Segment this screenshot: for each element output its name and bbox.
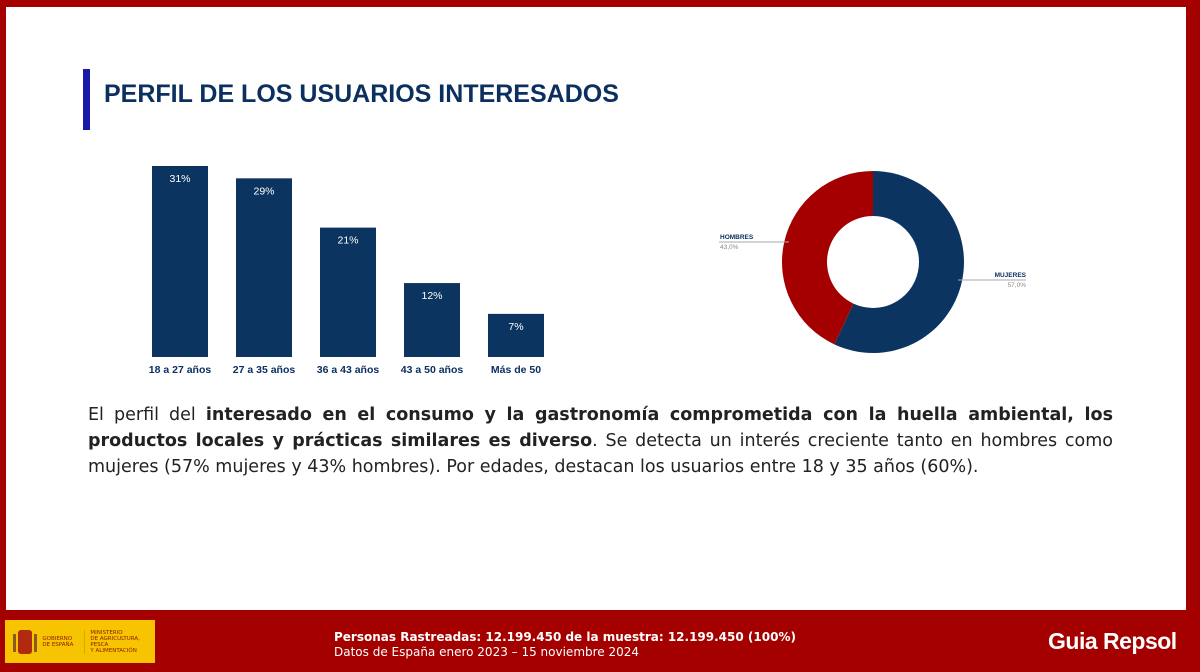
bar-data-label: 31%: [169, 173, 190, 185]
donut-slice: [782, 171, 873, 345]
x-tick-label: 27 a 35 años: [233, 364, 296, 376]
bar-data-label: 7%: [508, 321, 523, 333]
bold-text: interesado en el consumo y la gastronomí…: [88, 405, 1113, 451]
slice-value-label: 57,0%: [1008, 282, 1027, 289]
charts: 31% 18 a 27 años 29% 27 a 35 años 21% 36 a 43…: [149, 166, 1027, 376]
bar-data-label: 21%: [337, 235, 358, 247]
government-logo: GOBIERNO DE ESPAÑA MINISTERIO DE AGRICULTU…: [5, 620, 155, 663]
x-tick-label: 43 a 50 años: [401, 364, 464, 376]
footer-info: Personas Rastreadas: 12.199.450 de la mu…: [334, 630, 796, 660]
x-tick-label: 18 a 27 años: [149, 364, 212, 376]
page-title: PERFIL DE LOS USUARIOS INTERESADOS: [104, 80, 619, 108]
slice-name-label: MUJERES: [995, 272, 1027, 279]
bar: [320, 227, 376, 357]
bar: [404, 283, 460, 357]
description-paragraph: El perfil del interesado en el consumo y…: [88, 402, 1113, 480]
coat-of-arms-icon: [13, 629, 37, 654]
slice-name-label: HOMBRES: [720, 234, 754, 241]
bar-data-label: 29%: [253, 185, 274, 197]
date-range: Datos de España enero 2023 – 15 noviembr…: [334, 645, 640, 659]
bar-data-label: 12%: [421, 290, 442, 302]
bar: [236, 178, 292, 357]
donut-slice: [834, 171, 964, 353]
tracked-people: Personas Rastreadas: 12.199.450 de la mu…: [334, 630, 796, 644]
text: El perfil del: [88, 405, 206, 425]
bar: [488, 313, 544, 357]
guia-repsol-logo: Guia Repsol: [1048, 628, 1177, 654]
x-tick-label: 36 a 43 años: [317, 364, 380, 376]
bar: [152, 166, 208, 357]
slice-value-label: 43,0%: [720, 244, 739, 251]
title-accent-bar: [83, 69, 90, 130]
text: . Se detecta un interés creciente tanto …: [88, 431, 1113, 477]
x-tick-label: Más de 50: [491, 364, 541, 376]
